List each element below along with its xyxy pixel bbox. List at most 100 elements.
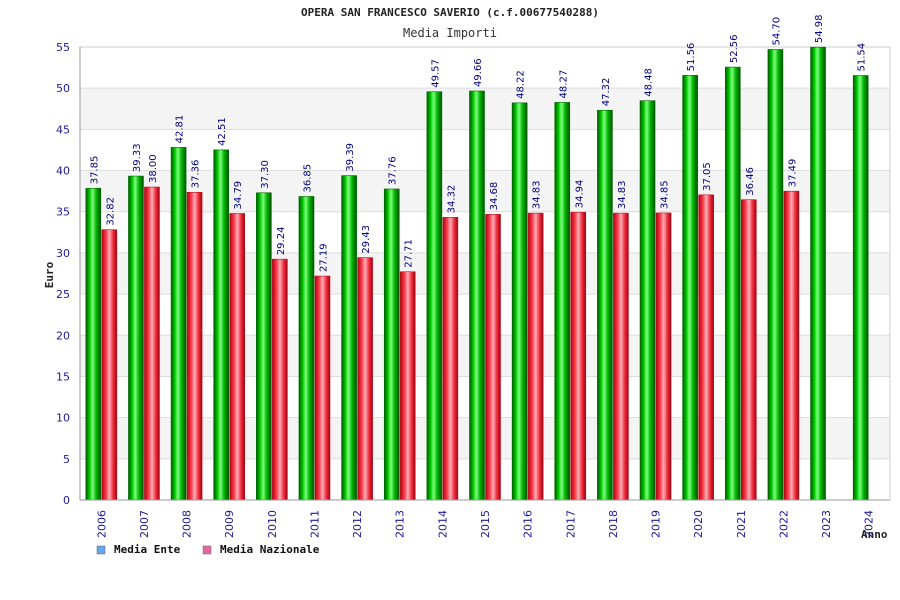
x-tick-label-2014: 2014 [436, 510, 449, 538]
value-label-media-nazionale-2021: 36.46 [745, 167, 756, 196]
value-label-media-ente-2023: 54.98 [814, 15, 825, 44]
bar-media-ente-2011 [298, 196, 315, 501]
bar-media-nazionale-2022 [783, 190, 800, 501]
x-tick-label-2011: 2011 [308, 510, 321, 538]
y-tick-label: 20 [56, 329, 70, 342]
bar-media-nazionale-2016 [527, 212, 544, 501]
bar-media-nazionale-2017 [570, 211, 587, 501]
x-tick-label-2019: 2019 [650, 510, 663, 538]
value-label-media-ente-2019: 48.48 [644, 68, 655, 97]
bar-media-ente-2008 [170, 147, 187, 501]
x-tick-label-2020: 2020 [692, 510, 705, 538]
bar-media-ente-2022 [767, 49, 784, 501]
value-label-media-ente-2021: 52.56 [729, 34, 740, 63]
y-tick-label: 35 [56, 206, 70, 219]
value-label-media-nazionale-2020: 37.05 [702, 162, 713, 191]
bar-media-ente-2019 [639, 100, 656, 501]
legend-swatch-media-ente [96, 545, 106, 555]
value-label-media-nazionale-2016: 34.83 [532, 180, 543, 209]
x-tick-label-2024: 2024 [863, 510, 876, 538]
value-label-media-ente-2011: 36.85 [302, 164, 313, 193]
legend: Media Ente Media Nazionale [96, 543, 320, 556]
bar-media-nazionale-2013 [399, 271, 416, 501]
y-tick-label: 55 [56, 41, 70, 54]
bar-media-nazionale-2006 [101, 229, 118, 501]
value-label-media-nazionale-2014: 34.32 [446, 185, 457, 214]
x-tick-label-2010: 2010 [266, 510, 279, 538]
value-label-media-ente-2018: 47.32 [601, 78, 612, 107]
x-tick-label-2009: 2009 [223, 510, 236, 538]
x-axis-label: Anno [861, 528, 888, 541]
bar-media-nazionale-2008 [186, 191, 203, 501]
bar-media-ente-2016 [511, 102, 528, 501]
value-label-media-nazionale-2009: 34.79 [233, 181, 244, 210]
y-tick-label: 30 [56, 247, 70, 260]
bar-media-ente-2013 [383, 188, 400, 501]
bar-media-ente-2010 [256, 192, 272, 501]
y-tick-label: 40 [56, 165, 70, 178]
value-label-media-nazionale-2015: 34.68 [489, 182, 500, 211]
value-label-media-ente-2013: 37.76 [388, 156, 399, 185]
y-tick-label: 5 [63, 453, 70, 466]
bar-media-nazionale-2007 [144, 186, 160, 501]
value-label-media-nazionale-2019: 34.85 [660, 180, 671, 209]
bar-media-nazionale-2020 [698, 194, 714, 501]
bar-media-ente-2014 [426, 91, 443, 501]
value-label-media-nazionale-2013: 27.71 [404, 239, 415, 268]
x-tick-label-2007: 2007 [138, 510, 151, 538]
x-tick-label-2017: 2017 [564, 510, 577, 538]
y-tick-label: 25 [56, 288, 70, 301]
y-tick-label: 45 [56, 123, 70, 136]
bar-media-ente-2015 [469, 90, 485, 501]
x-tick-label-2023: 2023 [820, 510, 833, 538]
x-tick-label-2016: 2016 [522, 510, 535, 538]
x-tick-label-2021: 2021 [735, 510, 748, 538]
x-ticks: 2006 2007 2008 2009 2010 2011 2012 2013 2014 2015… [95, 510, 875, 538]
bar-media-ente-2006 [85, 187, 102, 501]
x-tick-label-2018: 2018 [607, 510, 620, 538]
value-label-media-ente-2017: 48.27 [558, 70, 569, 99]
bar-media-ente-2021 [724, 66, 741, 501]
value-label-media-nazionale-2010: 29.24 [276, 227, 287, 256]
y-tick-label: 15 [56, 370, 70, 383]
value-label-media-ente-2006: 37.85 [89, 156, 100, 185]
bar-media-ente-2024 [852, 75, 869, 501]
y-tick-label: 50 [56, 82, 70, 95]
value-label-media-nazionale-2008: 37.36 [191, 160, 202, 189]
value-label-media-ente-2016: 48.22 [516, 70, 527, 99]
value-label-media-ente-2020: 51.56 [686, 43, 697, 72]
bar-media-ente-2023 [810, 46, 826, 501]
x-tick-label-2013: 2013 [394, 510, 407, 538]
bar-media-nazionale-2018 [613, 212, 629, 501]
value-label-media-ente-2024: 51.54 [857, 43, 868, 72]
bar-media-nazionale-2021 [740, 199, 757, 501]
legend-swatch-media-nazionale [202, 545, 212, 555]
bar-media-nazionale-2011 [314, 275, 331, 501]
x-tick-label-2022: 2022 [777, 510, 790, 538]
y-tick-label: 0 [63, 494, 70, 507]
x-tick-label-2008: 2008 [181, 510, 194, 538]
chart-subtitle: Media Importi [403, 26, 497, 40]
bar-media-ente-2018 [597, 109, 613, 501]
value-label-media-nazionale-2017: 34.94 [574, 180, 585, 209]
x-tick-label-2006: 2006 [95, 510, 108, 538]
bar-media-nazionale-2015 [485, 214, 501, 501]
value-label-media-ente-2008: 42.81 [175, 115, 186, 144]
bar-media-nazionale-2009 [229, 213, 246, 501]
bar-media-nazionale-2010 [272, 258, 288, 501]
value-label-media-ente-2007: 39.33 [132, 143, 143, 172]
y-ticks: 0 5 10 15 20 25 30 35 40 45 50 55 [56, 41, 70, 507]
value-label-media-nazionale-2011: 27.19 [318, 243, 329, 272]
bar-media-ente-2009 [213, 149, 230, 501]
x-tick-label-2015: 2015 [479, 510, 492, 538]
bar-media-ente-2017 [554, 102, 571, 501]
y-tick-label: 10 [56, 412, 70, 425]
value-label-media-ente-2015: 49.66 [473, 58, 484, 87]
grid-band [80, 47, 890, 89]
y-axis-label: Euro [43, 261, 56, 288]
value-label-media-ente-2010: 37.30 [260, 160, 271, 189]
grid-band [80, 88, 890, 130]
legend-label-media-nazionale: Media Nazionale [220, 543, 320, 556]
value-label-media-nazionale-2018: 34.83 [617, 180, 628, 209]
value-label-media-ente-2014: 49.57 [430, 59, 441, 88]
